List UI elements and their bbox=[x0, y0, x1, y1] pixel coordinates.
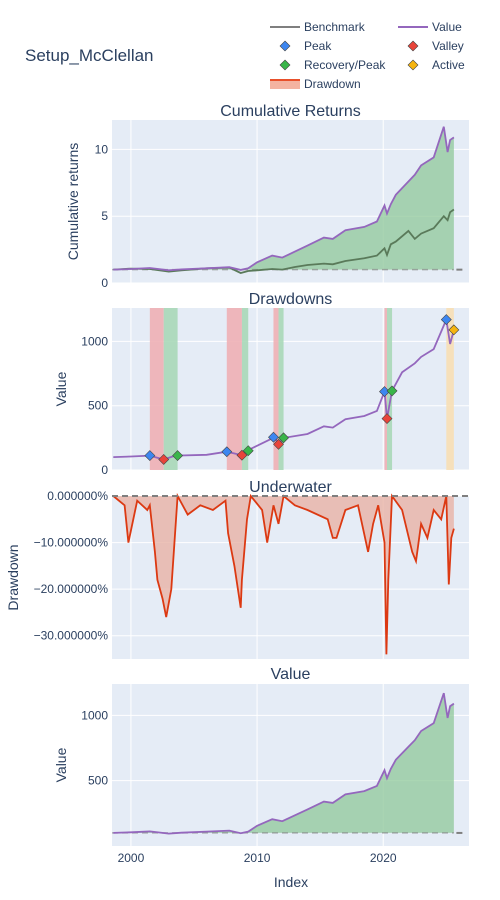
drawdown-line bbox=[112, 492, 455, 655]
active-marker bbox=[448, 324, 460, 336]
y-tick-label: −20.000000% bbox=[34, 582, 109, 596]
panel-title: Underwater bbox=[249, 479, 332, 496]
y-axis-label: Drawdown bbox=[5, 544, 21, 610]
y-tick-label: 0 bbox=[101, 463, 108, 477]
panel-drawdowns: 0 500 1000 Drawdowns Value bbox=[53, 291, 469, 477]
legend-label: Value bbox=[432, 20, 462, 34]
legend-swatch-diamond-icon bbox=[407, 40, 419, 52]
legend-swatch-diamond-icon bbox=[279, 40, 291, 52]
recovery-marker bbox=[278, 432, 289, 444]
peak-marker bbox=[221, 446, 233, 458]
panel-title: Value bbox=[271, 666, 311, 683]
panel-underwater: 0.000000% −10.000000% −20.000000% −30.00000… bbox=[5, 479, 469, 659]
figure-title: Setup_McClellan bbox=[25, 46, 154, 65]
panel-value: 500 1000 Value Value 2000 2010 2020 bbox=[53, 666, 469, 865]
valley-marker bbox=[236, 449, 248, 461]
recovery-band bbox=[278, 308, 284, 470]
y-tick-label: −30.000000% bbox=[34, 629, 109, 643]
y-tick-label: −10.000000% bbox=[34, 536, 109, 550]
legend-label: Recovery/Peak bbox=[304, 58, 386, 72]
recovery-band bbox=[241, 308, 249, 470]
legend[interactable]: Benchmark Value Peak Valley Recovery/Peak Act… bbox=[270, 20, 465, 91]
legend-swatch-band bbox=[270, 79, 300, 89]
legend-item-benchmark[interactable]: Benchmark bbox=[270, 20, 366, 34]
legend-swatch-diamond-icon bbox=[279, 59, 291, 71]
legend-item-recovery-peak[interactable]: Recovery/Peak bbox=[279, 58, 386, 72]
valley-marker bbox=[273, 438, 284, 450]
drawdown-area bbox=[113, 496, 454, 655]
y-axis-label: Value bbox=[53, 371, 69, 406]
recovery-marker bbox=[172, 450, 184, 462]
legend-swatch-diamond-icon bbox=[407, 59, 419, 71]
value-line bbox=[113, 126, 455, 272]
y-tick-label: 5 bbox=[101, 209, 108, 223]
value-line bbox=[113, 316, 455, 461]
legend-label: Active bbox=[432, 58, 465, 72]
x-axis-label: Index bbox=[274, 874, 308, 890]
drawdown-band bbox=[273, 308, 279, 470]
y-tick-label: 500 bbox=[88, 774, 108, 788]
recovery-marker bbox=[242, 445, 254, 457]
y-tick-label: 10 bbox=[95, 142, 109, 156]
legend-item-value[interactable]: Value bbox=[398, 20, 462, 34]
legend-label: Benchmark bbox=[304, 20, 366, 34]
legend-item-peak[interactable]: Peak bbox=[279, 39, 332, 53]
x-tick-label: 2020 bbox=[370, 851, 397, 865]
drawdown-band bbox=[226, 308, 242, 470]
panel-title: Cumulative Returns bbox=[220, 103, 361, 120]
y-tick-label: 1000 bbox=[81, 334, 108, 348]
gain-area bbox=[113, 693, 454, 834]
value-line bbox=[113, 692, 455, 835]
legend-item-valley[interactable]: Valley bbox=[407, 39, 464, 53]
legend-item-drawdown[interactable]: Drawdown bbox=[270, 77, 361, 91]
valley-marker bbox=[381, 413, 393, 424]
y-axis-label: Value bbox=[53, 747, 69, 782]
y-tick-label: 0 bbox=[101, 276, 108, 290]
active-band bbox=[446, 308, 454, 470]
recovery-band bbox=[163, 308, 178, 470]
y-tick-label: 500 bbox=[88, 399, 108, 413]
gain-area bbox=[113, 126, 454, 271]
recovery-marker bbox=[386, 385, 398, 397]
legend-label: Valley bbox=[432, 39, 464, 53]
peak-marker bbox=[440, 314, 452, 325]
chart-panels: 0 5 10 Cumulative Returns Cumulative returns… bbox=[5, 103, 469, 865]
drawdown-band bbox=[149, 308, 164, 470]
legend-item-active[interactable]: Active bbox=[407, 58, 465, 72]
x-tick-label: 2000 bbox=[118, 851, 145, 865]
legend-label: Peak bbox=[304, 39, 332, 53]
legend-label: Drawdown bbox=[304, 77, 361, 91]
peak-marker bbox=[268, 431, 279, 443]
y-axis-label: Cumulative returns bbox=[65, 143, 81, 261]
panel-cumulative-returns: 0 5 10 Cumulative Returns Cumulative returns bbox=[65, 103, 469, 290]
y-tick-label: 0.000000% bbox=[47, 489, 108, 503]
valley-marker bbox=[158, 454, 170, 465]
x-tick-label: 2010 bbox=[244, 851, 271, 865]
peak-marker bbox=[144, 450, 156, 462]
panel-title: Drawdowns bbox=[249, 291, 333, 308]
y-tick-label: 1000 bbox=[81, 708, 108, 722]
